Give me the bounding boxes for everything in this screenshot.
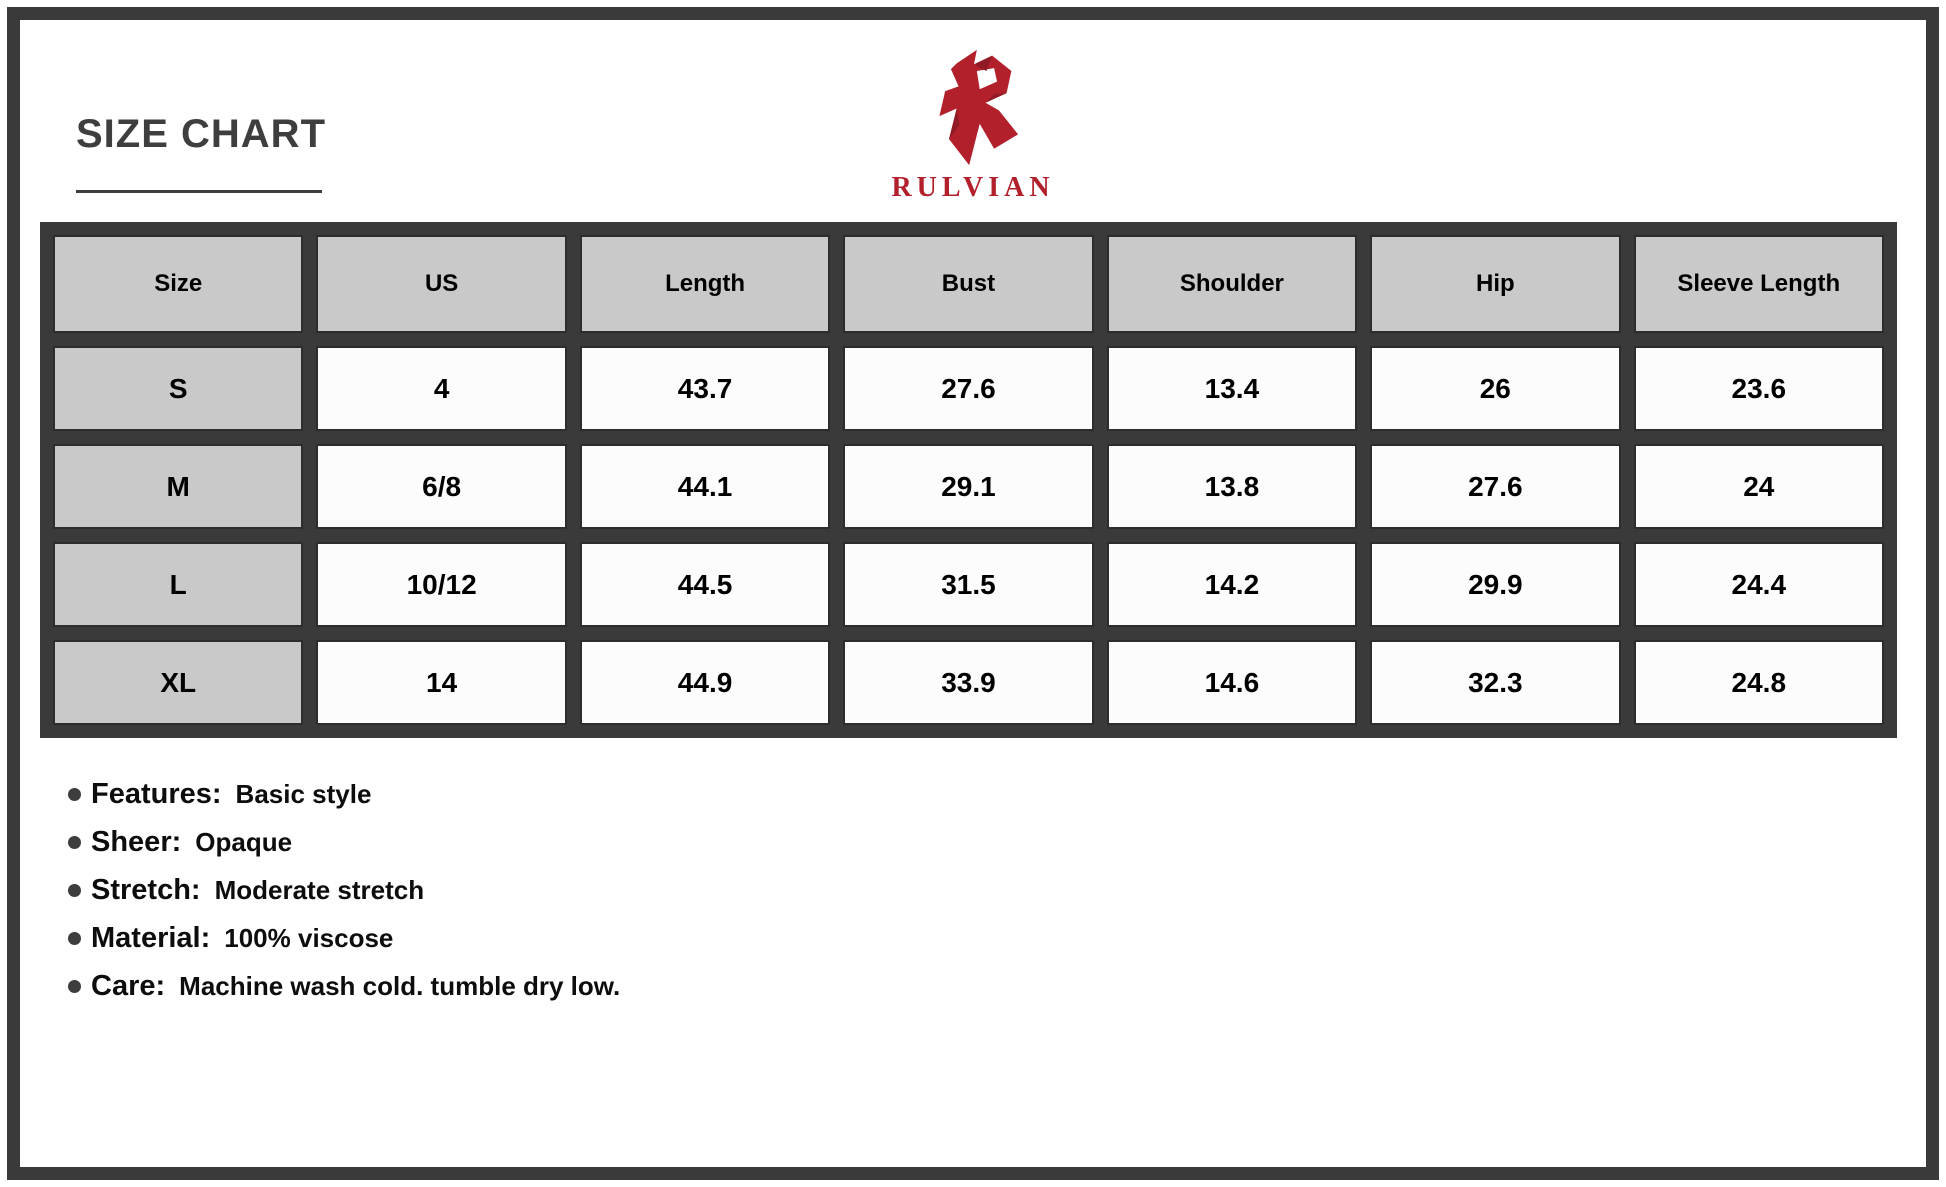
list-item-features: Features: Basic style xyxy=(68,776,620,812)
header-cell-size: Size xyxy=(53,235,304,333)
value-cell: 6/8 xyxy=(316,444,567,529)
detail-label: Features: xyxy=(91,777,222,810)
value-cell: 27.6 xyxy=(843,346,1094,431)
page-border-frame xyxy=(7,7,1939,1180)
value-cell: 14.6 xyxy=(1106,640,1358,725)
value-cell: 23.6 xyxy=(1633,346,1884,431)
value-cell: 13.4 xyxy=(1106,346,1358,431)
bullet-icon xyxy=(68,931,81,945)
list-item-care: Care: Machine wash cold. tumble dry low. xyxy=(68,968,620,1004)
value-cell: 32.3 xyxy=(1370,640,1621,725)
detail-value: Opaque xyxy=(195,826,293,857)
bullet-icon xyxy=(68,835,81,849)
value-cell: 27.6 xyxy=(1370,444,1621,529)
bullet-icon xyxy=(68,787,81,801)
value-cell: 10/12 xyxy=(316,542,567,627)
table-row-m: M 6/8 44.1 29.1 13.8 27.6 24 xyxy=(53,444,1884,529)
value-cell: 13.8 xyxy=(1106,444,1358,529)
page-title: SIZE CHART xyxy=(76,112,326,156)
value-cell: 24.8 xyxy=(1633,640,1884,725)
header-cell-us: US xyxy=(316,235,567,333)
detail-label: Material: xyxy=(91,921,211,954)
product-details-list: Features: Basic style Sheer: Opaque Stre… xyxy=(68,776,620,1016)
value-cell: 29.9 xyxy=(1370,542,1621,627)
size-cell: L xyxy=(53,542,304,627)
detail-value: 100% viscose xyxy=(224,922,394,953)
table-row-xl: XL 14 44.9 33.9 14.6 32.3 24.8 xyxy=(53,640,1884,725)
size-cell: S xyxy=(53,346,304,431)
detail-value: Moderate stretch xyxy=(214,874,425,905)
detail-label: Sheer: xyxy=(91,825,182,858)
detail-label: Stretch: xyxy=(91,873,201,906)
list-item-material: Material: 100% viscose xyxy=(68,920,620,956)
size-cell: XL xyxy=(53,640,304,725)
value-cell: 43.7 xyxy=(579,346,831,431)
header-cell-length: Length xyxy=(579,235,831,333)
value-cell: 44.1 xyxy=(579,444,831,529)
table-row-l: L 10/12 44.5 31.5 14.2 29.9 24.4 xyxy=(53,542,1884,627)
value-cell: 31.5 xyxy=(843,542,1094,627)
list-item-stretch: Stretch: Moderate stretch xyxy=(68,872,620,908)
detail-value: Machine wash cold. tumble dry low. xyxy=(179,970,621,1001)
value-cell: 29.1 xyxy=(843,444,1094,529)
value-cell: 26 xyxy=(1370,346,1621,431)
value-cell: 14 xyxy=(316,640,567,725)
value-cell: 33.9 xyxy=(843,640,1094,725)
brand-logo-icon xyxy=(939,49,1019,166)
header-row: Size US Length Bust Shoulder Hip Sleeve … xyxy=(53,235,1884,333)
header-cell-sleeve-length: Sleeve Length xyxy=(1633,235,1884,333)
header-cell-hip: Hip xyxy=(1370,235,1621,333)
size-cell: M xyxy=(53,444,304,529)
brand-logo: RULVIAN xyxy=(850,48,1096,204)
detail-label: Care: xyxy=(91,969,166,1002)
brand-name: RULVIAN xyxy=(891,172,1055,203)
header-cell-shoulder: Shoulder xyxy=(1106,235,1358,333)
detail-value: Basic style xyxy=(235,778,372,809)
value-cell: 24.4 xyxy=(1633,542,1884,627)
value-cell: 44.9 xyxy=(579,640,831,725)
bullet-icon xyxy=(68,883,81,897)
header-cell-bust: Bust xyxy=(843,235,1094,333)
title-underline xyxy=(76,190,322,193)
value-cell: 4 xyxy=(316,346,567,431)
size-chart-table: Size US Length Bust Shoulder Hip Sleeve … xyxy=(40,222,1897,738)
bullet-icon xyxy=(68,979,81,993)
value-cell: 24 xyxy=(1633,444,1884,529)
value-cell: 14.2 xyxy=(1106,542,1358,627)
table-row-s: S 4 43.7 27.6 13.4 26 23.6 xyxy=(53,346,1884,431)
list-item-sheer: Sheer: Opaque xyxy=(68,824,620,860)
value-cell: 44.5 xyxy=(579,542,831,627)
